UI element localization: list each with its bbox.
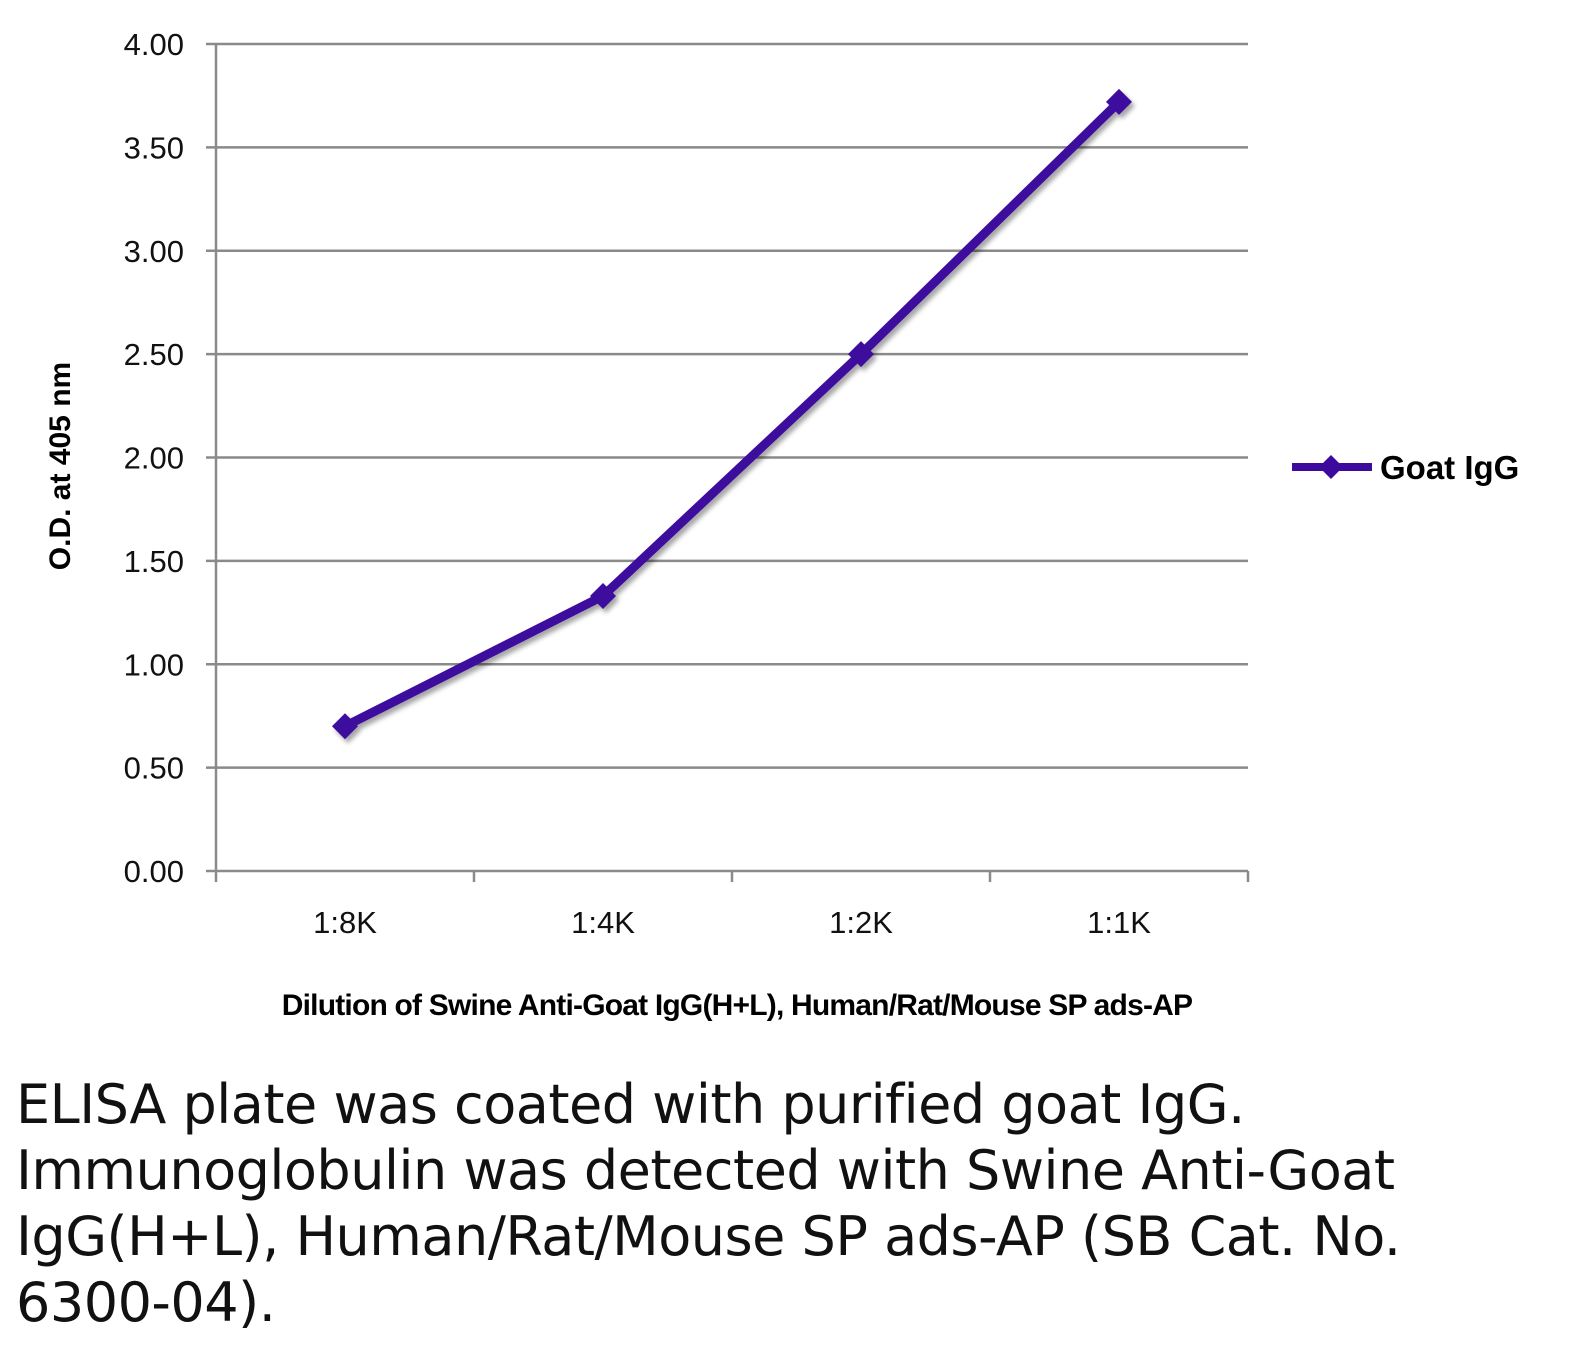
y-tick-label: 3.50 — [124, 130, 184, 165]
x-tick-label: 1:1K — [1087, 905, 1151, 940]
x-tick-label: 1:4K — [571, 905, 635, 940]
y-tick-label: 1.00 — [124, 647, 184, 682]
gridlines — [216, 42, 1248, 769]
figure-caption: ELISA plate was coated with purified goa… — [16, 1073, 1401, 1334]
y-axis-ticks: 0.00 0.50 1.00 1.50 2.00 2.50 3.00 3.50 4.00 — [124, 27, 216, 889]
x-axis: 1:8K 1:4K 1:2K 1:1K — [214, 44, 1250, 940]
legend: Goat IgG — [1292, 449, 1519, 486]
y-tick-label: 0.00 — [124, 854, 184, 889]
line-chart: 0.00 0.50 1.00 1.50 2.00 2.50 3.00 3.50 4.00 1:8… — [44, 27, 1519, 1022]
y-tick-label: 4.00 — [124, 27, 184, 62]
y-tick-label: 3.00 — [124, 234, 184, 269]
data-point-marker — [848, 341, 874, 368]
y-tick-label: 1.50 — [124, 544, 184, 579]
x-axis-title: Dilution of Swine Anti-Goat IgG(H+L), Hu… — [282, 989, 1192, 1022]
data-point-marker — [590, 583, 616, 610]
data-point-marker — [1106, 88, 1132, 115]
y-tick-label: 2.00 — [124, 441, 184, 476]
series-goat-igg — [332, 88, 1132, 740]
legend-diamond-marker — [1319, 455, 1343, 479]
legend-label: Goat IgG — [1380, 449, 1519, 486]
y-tick-label: 0.50 — [124, 751, 184, 786]
y-tick-label: 2.50 — [124, 337, 184, 372]
x-tick-label: 1:2K — [829, 905, 893, 940]
x-tick-label: 1:8K — [313, 905, 377, 940]
y-axis-title: O.D. at 405 nm — [44, 362, 77, 570]
data-point-marker — [332, 713, 358, 740]
series-line — [342, 98, 1123, 731]
